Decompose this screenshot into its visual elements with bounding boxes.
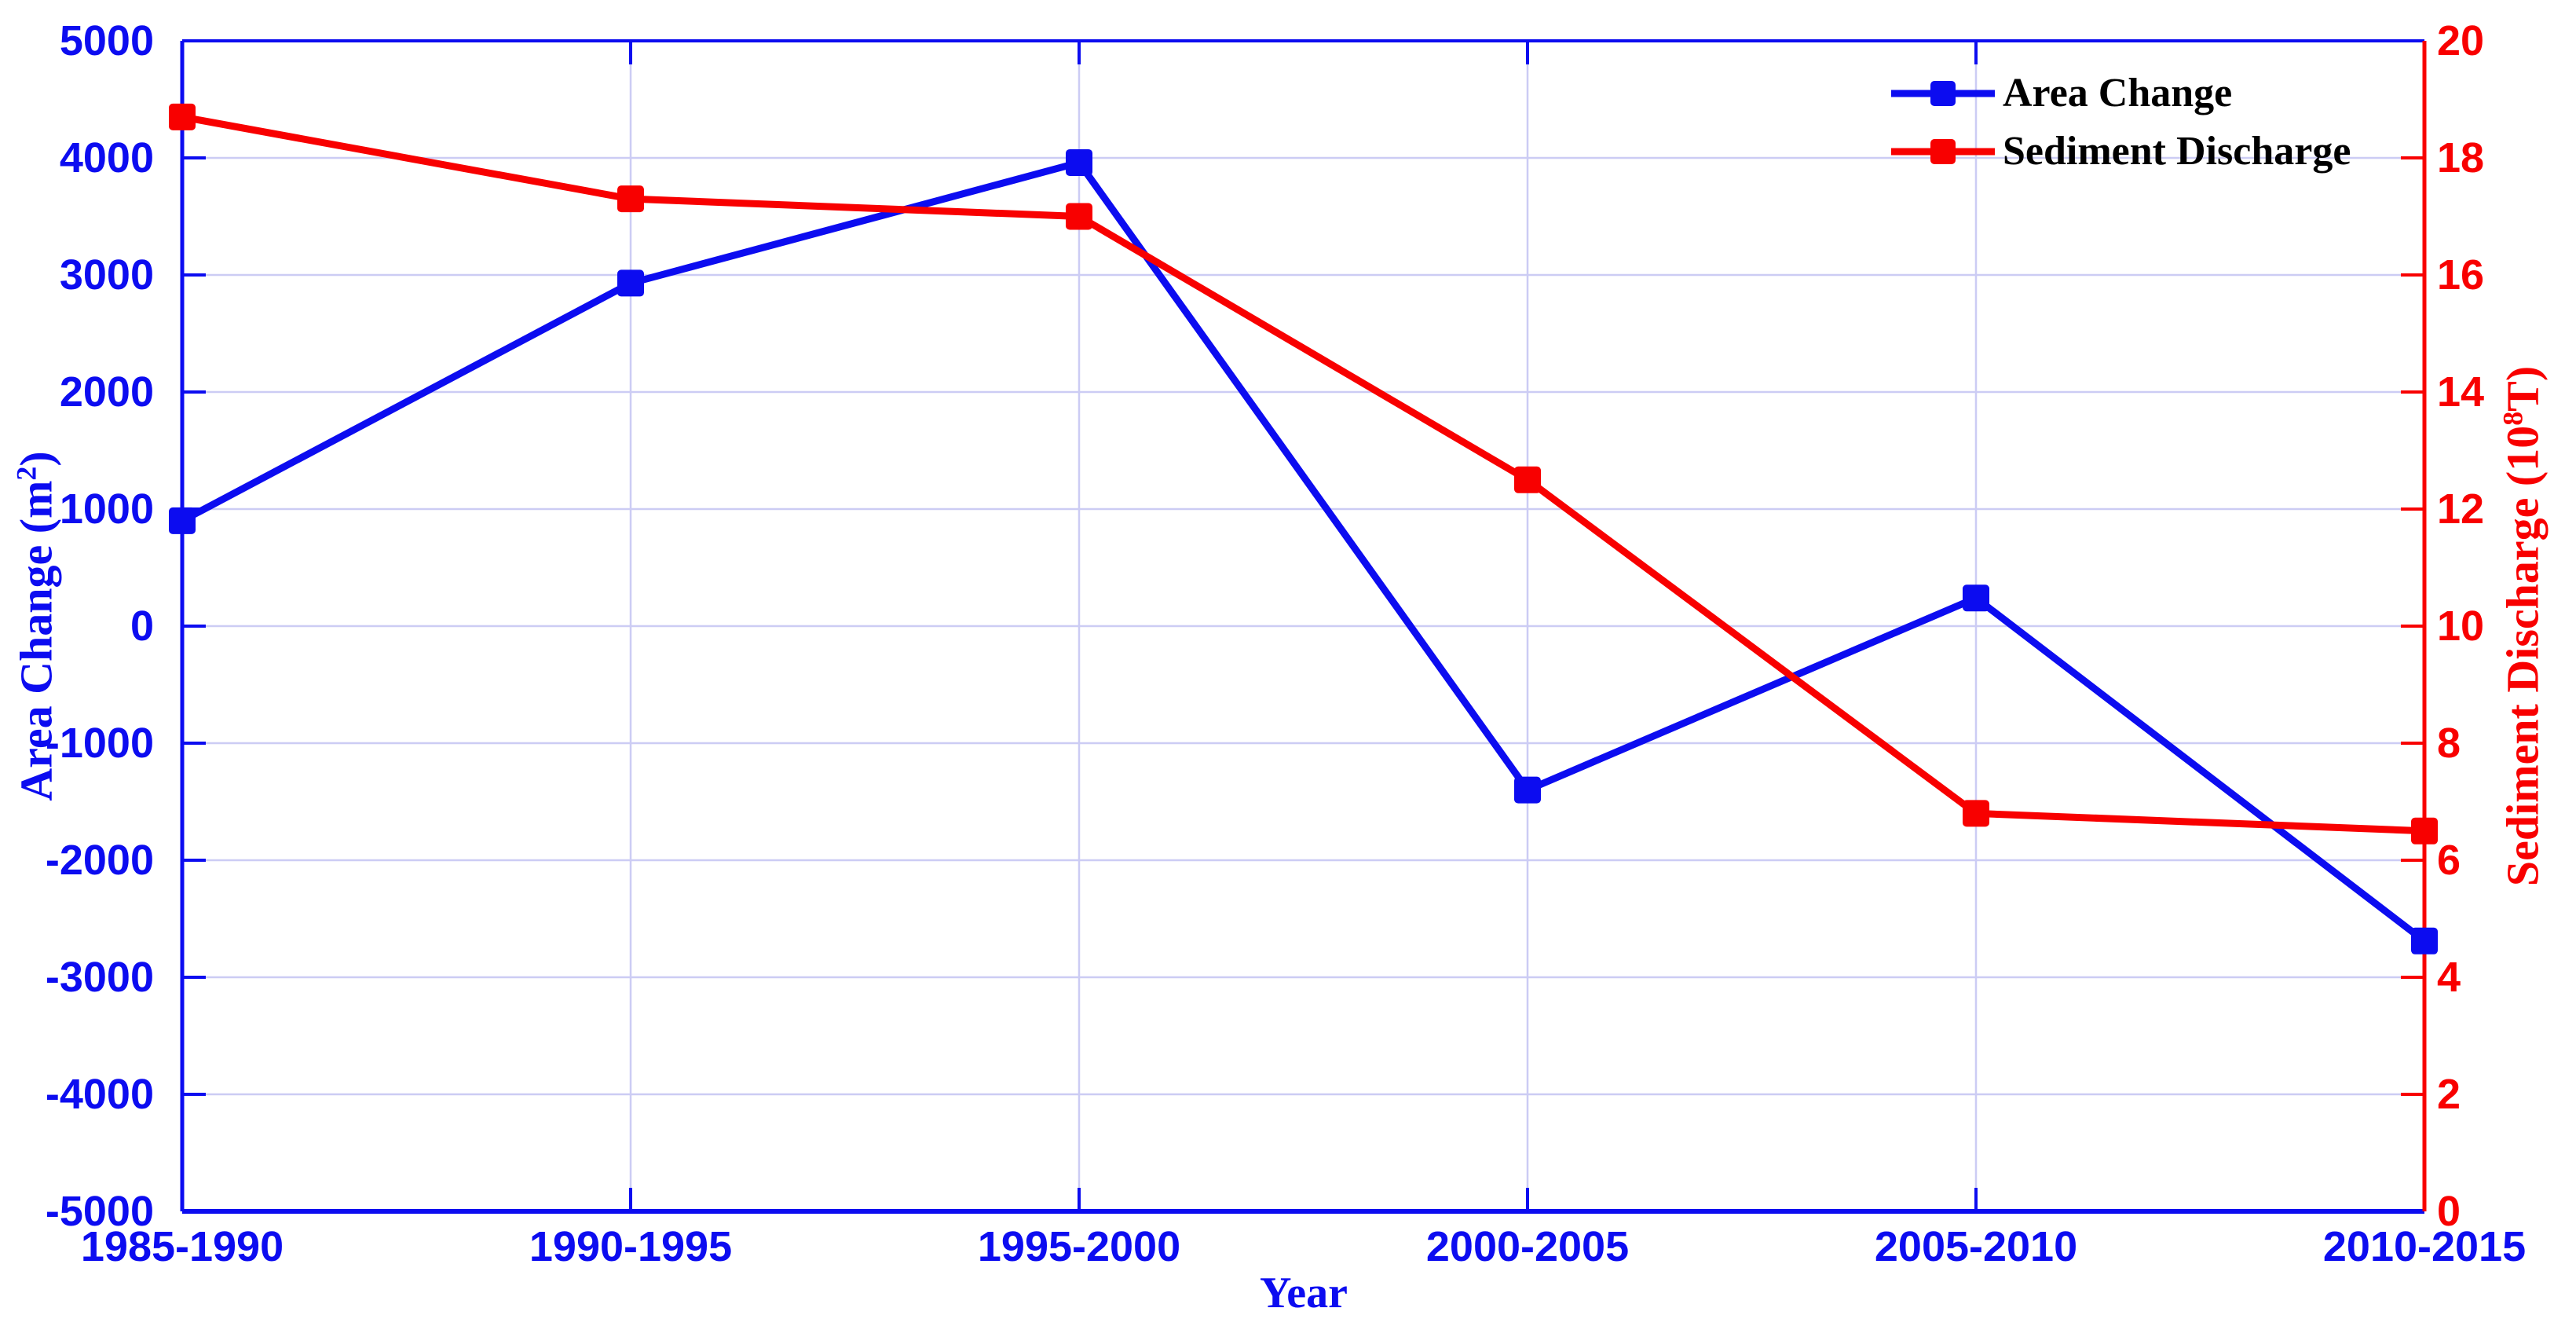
y-right-tick-label: 14 — [2437, 368, 2485, 416]
y-left-tick-label: -3000 — [45, 954, 154, 1001]
legend-item-area-change: Area Change — [1891, 68, 2351, 119]
y-right-tick-label: 20 — [2437, 17, 2485, 64]
legend-label-area-change: Area Change — [2003, 71, 2233, 115]
y-left-title-superscript: 2 — [10, 466, 42, 481]
y-axis-right-tick-labels: 20 18 16 14 12 10 8 6 4 2 0 — [2437, 0, 2576, 1330]
y-right-title-text: Sediment Discharge (10 — [2497, 425, 2549, 887]
y-left-tick-label: -5000 — [45, 1188, 154, 1235]
y-axis-title-left: Area Change (m2) — [10, 451, 62, 801]
legend-line-marker-icon — [1891, 139, 1995, 164]
y-left-tick-label: -2000 — [45, 837, 154, 884]
y-right-tick-label: 2 — [2437, 1071, 2461, 1118]
y-left-tick-label: 5000 — [59, 17, 154, 64]
legend-line-marker-icon — [1891, 81, 1995, 106]
y-right-tick-label: 8 — [2437, 720, 2461, 767]
y-right-tick-label: 18 — [2437, 134, 2485, 181]
x-tick-label: 2000-2005 — [1425, 1223, 1630, 1270]
y-right-tick-label: 12 — [2437, 485, 2485, 533]
y-left-tick-label: 3000 — [59, 251, 154, 299]
y-right-title-superscript: 8 — [2497, 411, 2529, 426]
y-axis-left-tick-labels: 5000 4000 3000 2000 1000 0 -1000 -2000 -3000 -400… — [0, 0, 162, 1330]
x-tick-label: 2010-2015 — [2322, 1223, 2527, 1270]
x-axis-title: Year — [1260, 1269, 1348, 1317]
y-left-tick-label: 0 — [130, 603, 154, 650]
x-tick-label: 1990-1995 — [529, 1223, 733, 1270]
x-tick-label: 1995-2000 — [977, 1223, 1181, 1270]
legend-item-sediment-discharge: Sediment Discharge — [1891, 126, 2351, 178]
y-right-tick-label: 16 — [2437, 251, 2485, 299]
x-tick-label: 1985-1990 — [80, 1223, 284, 1270]
y-left-tick-label: 1000 — [59, 485, 154, 533]
y-left-tick-label: 2000 — [59, 368, 154, 416]
legend: Area Change Sediment Discharge — [1891, 68, 2351, 178]
y-right-tick-label: 0 — [2437, 1188, 2461, 1235]
y-left-title-close: ) — [10, 451, 62, 467]
y-left-tick-label: 4000 — [59, 134, 154, 181]
x-tick-label: 2005-2010 — [1874, 1223, 2078, 1270]
legend-label-sediment-discharge: Sediment Discharge — [2003, 129, 2351, 174]
y-left-tick-label: -4000 — [45, 1071, 154, 1118]
y-left-tick-label: -1000 — [45, 720, 154, 767]
y-right-tick-label: 4 — [2437, 954, 2461, 1001]
y-right-tick-label: 6 — [2437, 837, 2461, 884]
y-axis-title-right: Sediment Discharge (108T) — [2497, 366, 2548, 886]
y-right-tick-label: 10 — [2437, 603, 2485, 650]
y-right-title-close: T) — [2497, 365, 2549, 412]
y-left-title-text: Area Change (m — [10, 480, 62, 801]
